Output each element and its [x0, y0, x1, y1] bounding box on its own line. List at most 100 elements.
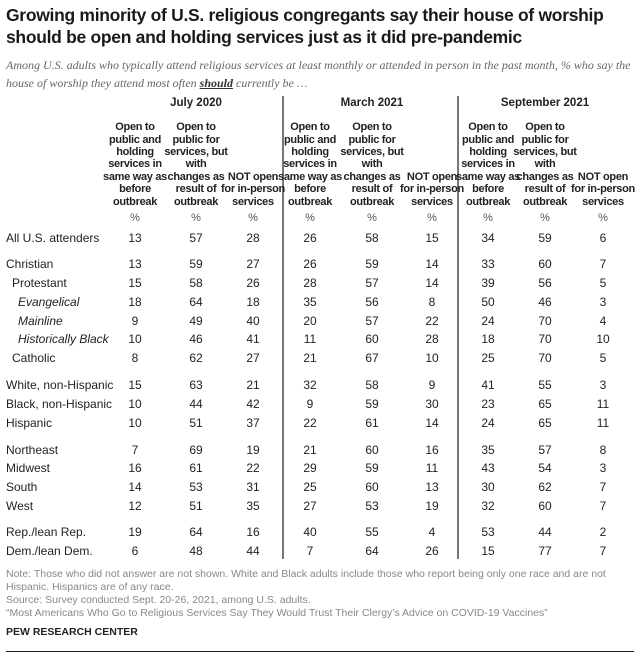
value-cell: 42	[246, 397, 260, 411]
value-cell: 16	[128, 461, 142, 475]
value-cell: 7	[599, 544, 607, 558]
value-cell: 59	[365, 461, 379, 475]
value-cell: 13	[128, 257, 142, 271]
value-cell: 9	[428, 378, 436, 392]
value-cell: 24	[481, 314, 495, 328]
table-row: Mainline 9 49 40 20 57 22 24 70 4	[0, 314, 640, 332]
value-cell: 64	[189, 295, 203, 309]
value-cell: 51	[189, 499, 203, 513]
value-cell: 4	[599, 314, 607, 328]
value-cell: 57	[189, 231, 203, 245]
value-cell: 41	[246, 332, 260, 346]
unit-label: %	[248, 212, 258, 224]
value-cell: 22	[246, 461, 260, 475]
value-cell: 60	[538, 257, 552, 271]
value-cell: 22	[425, 314, 439, 328]
value-cell: 58	[365, 378, 379, 392]
value-cell: 15	[128, 378, 142, 392]
column-header: Open to public and holding services in s…	[456, 121, 520, 208]
table-row: Midwest 16 61 22 29 59 11 43 54 3	[0, 461, 640, 479]
value-cell: 16	[425, 443, 439, 457]
value-cell: 19	[425, 499, 439, 513]
value-cell: 2	[599, 525, 607, 539]
table-row: Rep./lean Rep. 19 64 16 40 55 4 53 44 2	[0, 525, 640, 543]
value-cell: 30	[425, 397, 439, 411]
value-cell: 69	[189, 443, 203, 457]
note-text: Note: Those who did not answer are not s…	[6, 568, 606, 593]
value-cell: 51	[189, 416, 203, 430]
row-label: Hispanic	[6, 416, 53, 430]
group-header: March 2021	[340, 97, 404, 109]
row-label: Catholic	[12, 351, 56, 365]
value-cell: 11	[303, 332, 317, 346]
row-label: Northeast	[6, 443, 59, 457]
value-cell: 70	[538, 351, 552, 365]
value-cell: 62	[189, 351, 203, 365]
unit-label: %	[483, 212, 493, 224]
table-row: Historically Black 10 46 41 11 60 28 18 70 10	[0, 332, 640, 350]
value-cell: 7	[599, 257, 607, 271]
row-label: Christian	[6, 257, 54, 271]
value-cell: 60	[365, 332, 379, 346]
group-header: July 2020	[170, 97, 222, 109]
value-cell: 53	[365, 499, 379, 513]
unit-label: %	[130, 212, 140, 224]
value-cell: 44	[189, 397, 203, 411]
value-cell: 31	[246, 480, 260, 494]
value-cell: 39	[481, 276, 495, 290]
value-cell: 46	[538, 295, 552, 309]
value-cell: 59	[365, 257, 379, 271]
value-cell: 23	[481, 397, 495, 411]
value-cell: 28	[246, 231, 260, 245]
row-label: All U.S. attenders	[6, 231, 100, 245]
value-cell: 26	[303, 231, 317, 245]
value-cell: 10	[128, 332, 142, 346]
value-cell: 35	[481, 443, 495, 457]
value-cell: 13	[425, 480, 439, 494]
row-label: Evangelical	[18, 295, 80, 309]
value-cell: 8	[131, 351, 139, 365]
value-cell: 15	[425, 231, 439, 245]
row-label: Protestant	[12, 276, 67, 290]
value-cell: 64	[189, 525, 203, 539]
value-cell: 7	[599, 480, 607, 494]
value-cell: 30	[481, 480, 495, 494]
value-cell: 60	[538, 499, 552, 513]
value-cell: 48	[189, 544, 203, 558]
value-cell: 9	[306, 397, 314, 411]
value-cell: 32	[303, 378, 317, 392]
value-cell: 35	[303, 295, 317, 309]
value-cell: 58	[189, 276, 203, 290]
value-cell: 70	[538, 314, 552, 328]
value-cell: 10	[425, 351, 439, 365]
value-cell: 57	[365, 276, 379, 290]
value-cell: 43	[481, 461, 495, 475]
value-cell: 60	[365, 443, 379, 457]
value-cell: 55	[538, 378, 552, 392]
value-cell: 3	[599, 295, 607, 309]
table-row: Evangelical 18 64 18 35 56 8 50 46 3	[0, 295, 640, 313]
value-cell: 19	[246, 443, 260, 457]
value-cell: 21	[303, 443, 317, 457]
chart-title: Growing minority of U.S. religious congr…	[6, 5, 604, 47]
chart-subtitle: Among U.S. adults who typically attend r…	[6, 56, 636, 92]
value-cell: 27	[246, 257, 260, 271]
subtitle-emphasis: should	[199, 76, 234, 90]
value-cell: 22	[303, 416, 317, 430]
value-cell: 13	[128, 231, 142, 245]
value-cell: 18	[481, 332, 495, 346]
value-cell: 61	[365, 416, 379, 430]
table-row: White, non-Hispanic 15 63 21 32 58 9 41 55 3	[0, 378, 640, 396]
value-cell: 28	[425, 332, 439, 346]
value-cell: 40	[303, 525, 317, 539]
value-cell: 20	[303, 314, 317, 328]
value-cell: 3	[599, 378, 607, 392]
value-cell: 33	[481, 257, 495, 271]
value-cell: 25	[481, 351, 495, 365]
value-cell: 7	[131, 443, 139, 457]
value-cell: 64	[365, 544, 379, 558]
value-cell: 21	[303, 351, 317, 365]
value-cell: 9	[131, 314, 139, 328]
row-label: Black, non-Hispanic	[6, 397, 113, 411]
value-cell: 3	[599, 461, 607, 475]
